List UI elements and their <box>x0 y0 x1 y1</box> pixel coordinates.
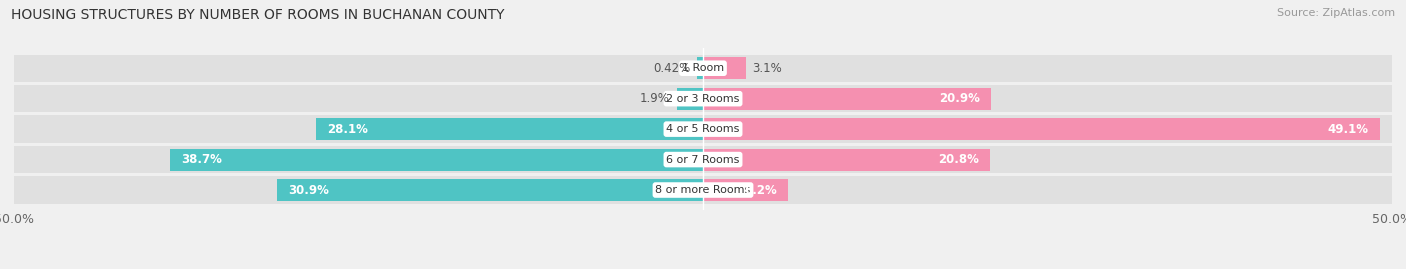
Bar <box>170 148 703 171</box>
Bar <box>14 85 1392 112</box>
Text: 6.2%: 6.2% <box>745 183 778 197</box>
Bar <box>14 55 1392 82</box>
Bar <box>697 57 703 79</box>
Text: 1.9%: 1.9% <box>640 92 669 105</box>
Text: 4 or 5 Rooms: 4 or 5 Rooms <box>666 124 740 134</box>
Text: 28.1%: 28.1% <box>326 123 368 136</box>
Text: 20.9%: 20.9% <box>939 92 980 105</box>
Bar <box>316 118 703 140</box>
Text: HOUSING STRUCTURES BY NUMBER OF ROOMS IN BUCHANAN COUNTY: HOUSING STRUCTURES BY NUMBER OF ROOMS IN… <box>11 8 505 22</box>
Text: 0.42%: 0.42% <box>652 62 690 75</box>
Text: 6 or 7 Rooms: 6 or 7 Rooms <box>666 155 740 165</box>
Bar <box>14 176 1392 204</box>
Text: 30.9%: 30.9% <box>288 183 329 197</box>
Text: 2 or 3 Rooms: 2 or 3 Rooms <box>666 94 740 104</box>
Bar <box>14 146 1392 173</box>
Text: 8 or more Rooms: 8 or more Rooms <box>655 185 751 195</box>
Text: 38.7%: 38.7% <box>181 153 222 166</box>
Bar <box>703 88 991 110</box>
Bar <box>703 148 990 171</box>
Bar <box>277 179 703 201</box>
Text: 1 Room: 1 Room <box>682 63 724 73</box>
Text: 49.1%: 49.1% <box>1327 123 1368 136</box>
Bar <box>14 115 1392 143</box>
Bar <box>676 88 703 110</box>
Bar <box>703 179 789 201</box>
Text: 3.1%: 3.1% <box>752 62 782 75</box>
Legend: Owner-occupied, Renter-occupied: Owner-occupied, Renter-occupied <box>565 264 841 269</box>
Bar <box>703 57 745 79</box>
Text: Source: ZipAtlas.com: Source: ZipAtlas.com <box>1277 8 1395 18</box>
Bar <box>703 118 1379 140</box>
Text: 20.8%: 20.8% <box>938 153 979 166</box>
